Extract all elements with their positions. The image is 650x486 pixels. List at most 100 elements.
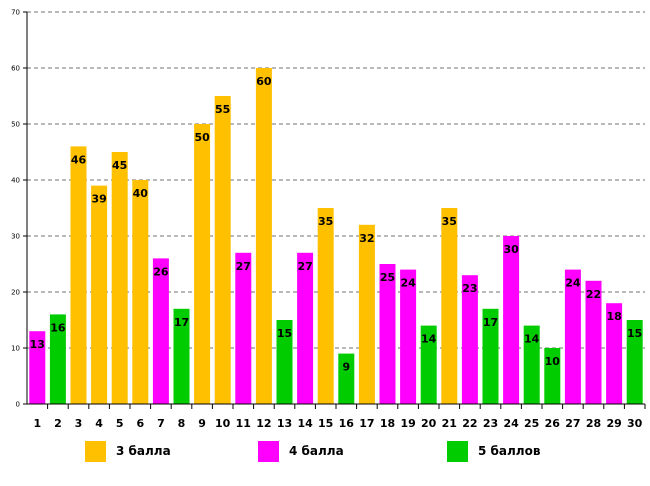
legend-label-4-balla: 4 балла xyxy=(289,444,344,458)
bar-28 xyxy=(585,280,602,404)
x-tick-label-16: 16 xyxy=(339,417,355,430)
legend-label-5-ballov: 5 баллов xyxy=(478,444,541,458)
data-label-1: 13 xyxy=(30,338,45,351)
bar-18 xyxy=(379,264,396,404)
bar-26 xyxy=(544,348,561,404)
data-label-28: 22 xyxy=(586,288,601,301)
data-label-8: 17 xyxy=(174,316,189,329)
bar-14 xyxy=(297,252,314,404)
bar-6 xyxy=(132,180,149,404)
bar-24 xyxy=(503,236,520,404)
x-tick-label-20: 20 xyxy=(421,417,437,430)
bar-17 xyxy=(358,224,375,404)
legend: 3 балла 4 балла 5 баллов xyxy=(0,440,650,470)
x-tick-label-10: 10 xyxy=(215,417,231,430)
data-label-12: 60 xyxy=(256,75,272,88)
bar-25 xyxy=(523,325,540,404)
legend-item-5-ballov: 5 баллов xyxy=(447,440,540,462)
y-tick-label-60: 60 xyxy=(11,65,20,73)
x-tick-label-25: 25 xyxy=(524,417,539,430)
data-label-20: 14 xyxy=(421,333,437,346)
legend-label-3-balla: 3 балла xyxy=(116,444,171,458)
x-tick-label-22: 22 xyxy=(462,417,477,430)
x-tick-label-8: 8 xyxy=(178,417,186,430)
data-label-10: 55 xyxy=(215,103,230,116)
bar-1 xyxy=(29,331,46,404)
bar-30 xyxy=(626,320,643,404)
bar-11 xyxy=(235,252,252,404)
data-label-5: 45 xyxy=(112,159,127,172)
x-tick-label-9: 9 xyxy=(198,417,206,430)
data-label-25: 14 xyxy=(524,333,540,346)
y-axis: 0 10 20 30 40 50 60 70 xyxy=(11,9,28,409)
x-tick-label-17: 17 xyxy=(359,417,374,430)
x-tick-label-29: 29 xyxy=(606,417,621,430)
data-label-21: 35 xyxy=(442,215,457,228)
bar-23 xyxy=(482,308,499,404)
data-label-29: 18 xyxy=(606,310,621,323)
data-label-6: 40 xyxy=(133,187,149,200)
data-label-14: 27 xyxy=(297,260,312,273)
data-label-7: 26 xyxy=(153,265,169,278)
x-tick-label-28: 28 xyxy=(586,417,601,430)
data-label-18: 25 xyxy=(380,271,395,284)
x-tick-label-3: 3 xyxy=(75,417,83,430)
bar-7 xyxy=(152,258,169,404)
x-tick-label-27: 27 xyxy=(565,417,580,430)
data-label-16: 9 xyxy=(342,361,350,374)
bar-29 xyxy=(606,303,623,404)
x-tick-label-13: 13 xyxy=(277,417,292,430)
y-tick-label-50: 50 xyxy=(11,121,20,129)
x-tick-label-18: 18 xyxy=(380,417,395,430)
data-label-27: 24 xyxy=(565,277,581,290)
y-tick-label-40: 40 xyxy=(11,177,20,185)
x-tick-label-15: 15 xyxy=(318,417,333,430)
data-label-30: 15 xyxy=(627,327,642,340)
legend-swatch-3-balla xyxy=(85,440,106,462)
y-tick-label-10: 10 xyxy=(11,345,20,353)
bar-22 xyxy=(461,275,478,404)
bar-12 xyxy=(255,68,272,404)
bar-16 xyxy=(338,353,355,404)
data-label-23: 17 xyxy=(483,316,498,329)
data-label-22: 23 xyxy=(462,282,477,295)
x-tick-label-5: 5 xyxy=(116,417,124,430)
bar-13 xyxy=(276,320,293,404)
data-label-19: 24 xyxy=(400,277,416,290)
legend-item-4-balla: 4 балла xyxy=(258,440,344,462)
data-label-24: 30 xyxy=(503,243,519,256)
bar-3 xyxy=(70,146,87,404)
x-tick-label-21: 21 xyxy=(442,417,457,430)
x-tick-label-30: 30 xyxy=(627,417,643,430)
legend-item-3-balla: 3 балла xyxy=(85,440,171,462)
data-label-15: 35 xyxy=(318,215,333,228)
bar-15 xyxy=(317,208,334,404)
y-tick-label-20: 20 xyxy=(11,289,20,297)
x-tick-label-2: 2 xyxy=(54,417,62,430)
bar-21 xyxy=(441,208,458,404)
bar-20 xyxy=(420,325,437,404)
legend-swatch-5-ballov xyxy=(447,440,468,462)
x-tick-label-26: 26 xyxy=(545,417,561,430)
x-tick-label-4: 4 xyxy=(95,417,103,430)
data-label-9: 50 xyxy=(194,131,210,144)
bars: 13 16 46 39 45 40 26 17 50 55 27 60 15 27 35 9 32 25 24 14 3… xyxy=(29,68,643,404)
bar-2 xyxy=(49,314,66,404)
x-tick-label-23: 23 xyxy=(483,417,498,430)
data-label-26: 10 xyxy=(545,355,561,368)
bar-9 xyxy=(194,124,211,404)
x-tick-label-14: 14 xyxy=(297,417,313,430)
bar-19 xyxy=(400,269,417,404)
gridlines xyxy=(27,11,645,349)
x-tick-label-7: 7 xyxy=(157,417,165,430)
data-label-2: 16 xyxy=(50,321,66,334)
bar-4 xyxy=(91,185,108,404)
y-tick-label-30: 30 xyxy=(11,233,20,241)
x-tick-label-19: 19 xyxy=(400,417,415,430)
x-tick-label-6: 6 xyxy=(136,417,144,430)
data-label-13: 15 xyxy=(277,327,292,340)
bar-8 xyxy=(173,308,190,404)
bar-5 xyxy=(111,152,128,404)
x-tick-label-1: 1 xyxy=(33,417,41,430)
data-label-17: 32 xyxy=(359,232,374,245)
